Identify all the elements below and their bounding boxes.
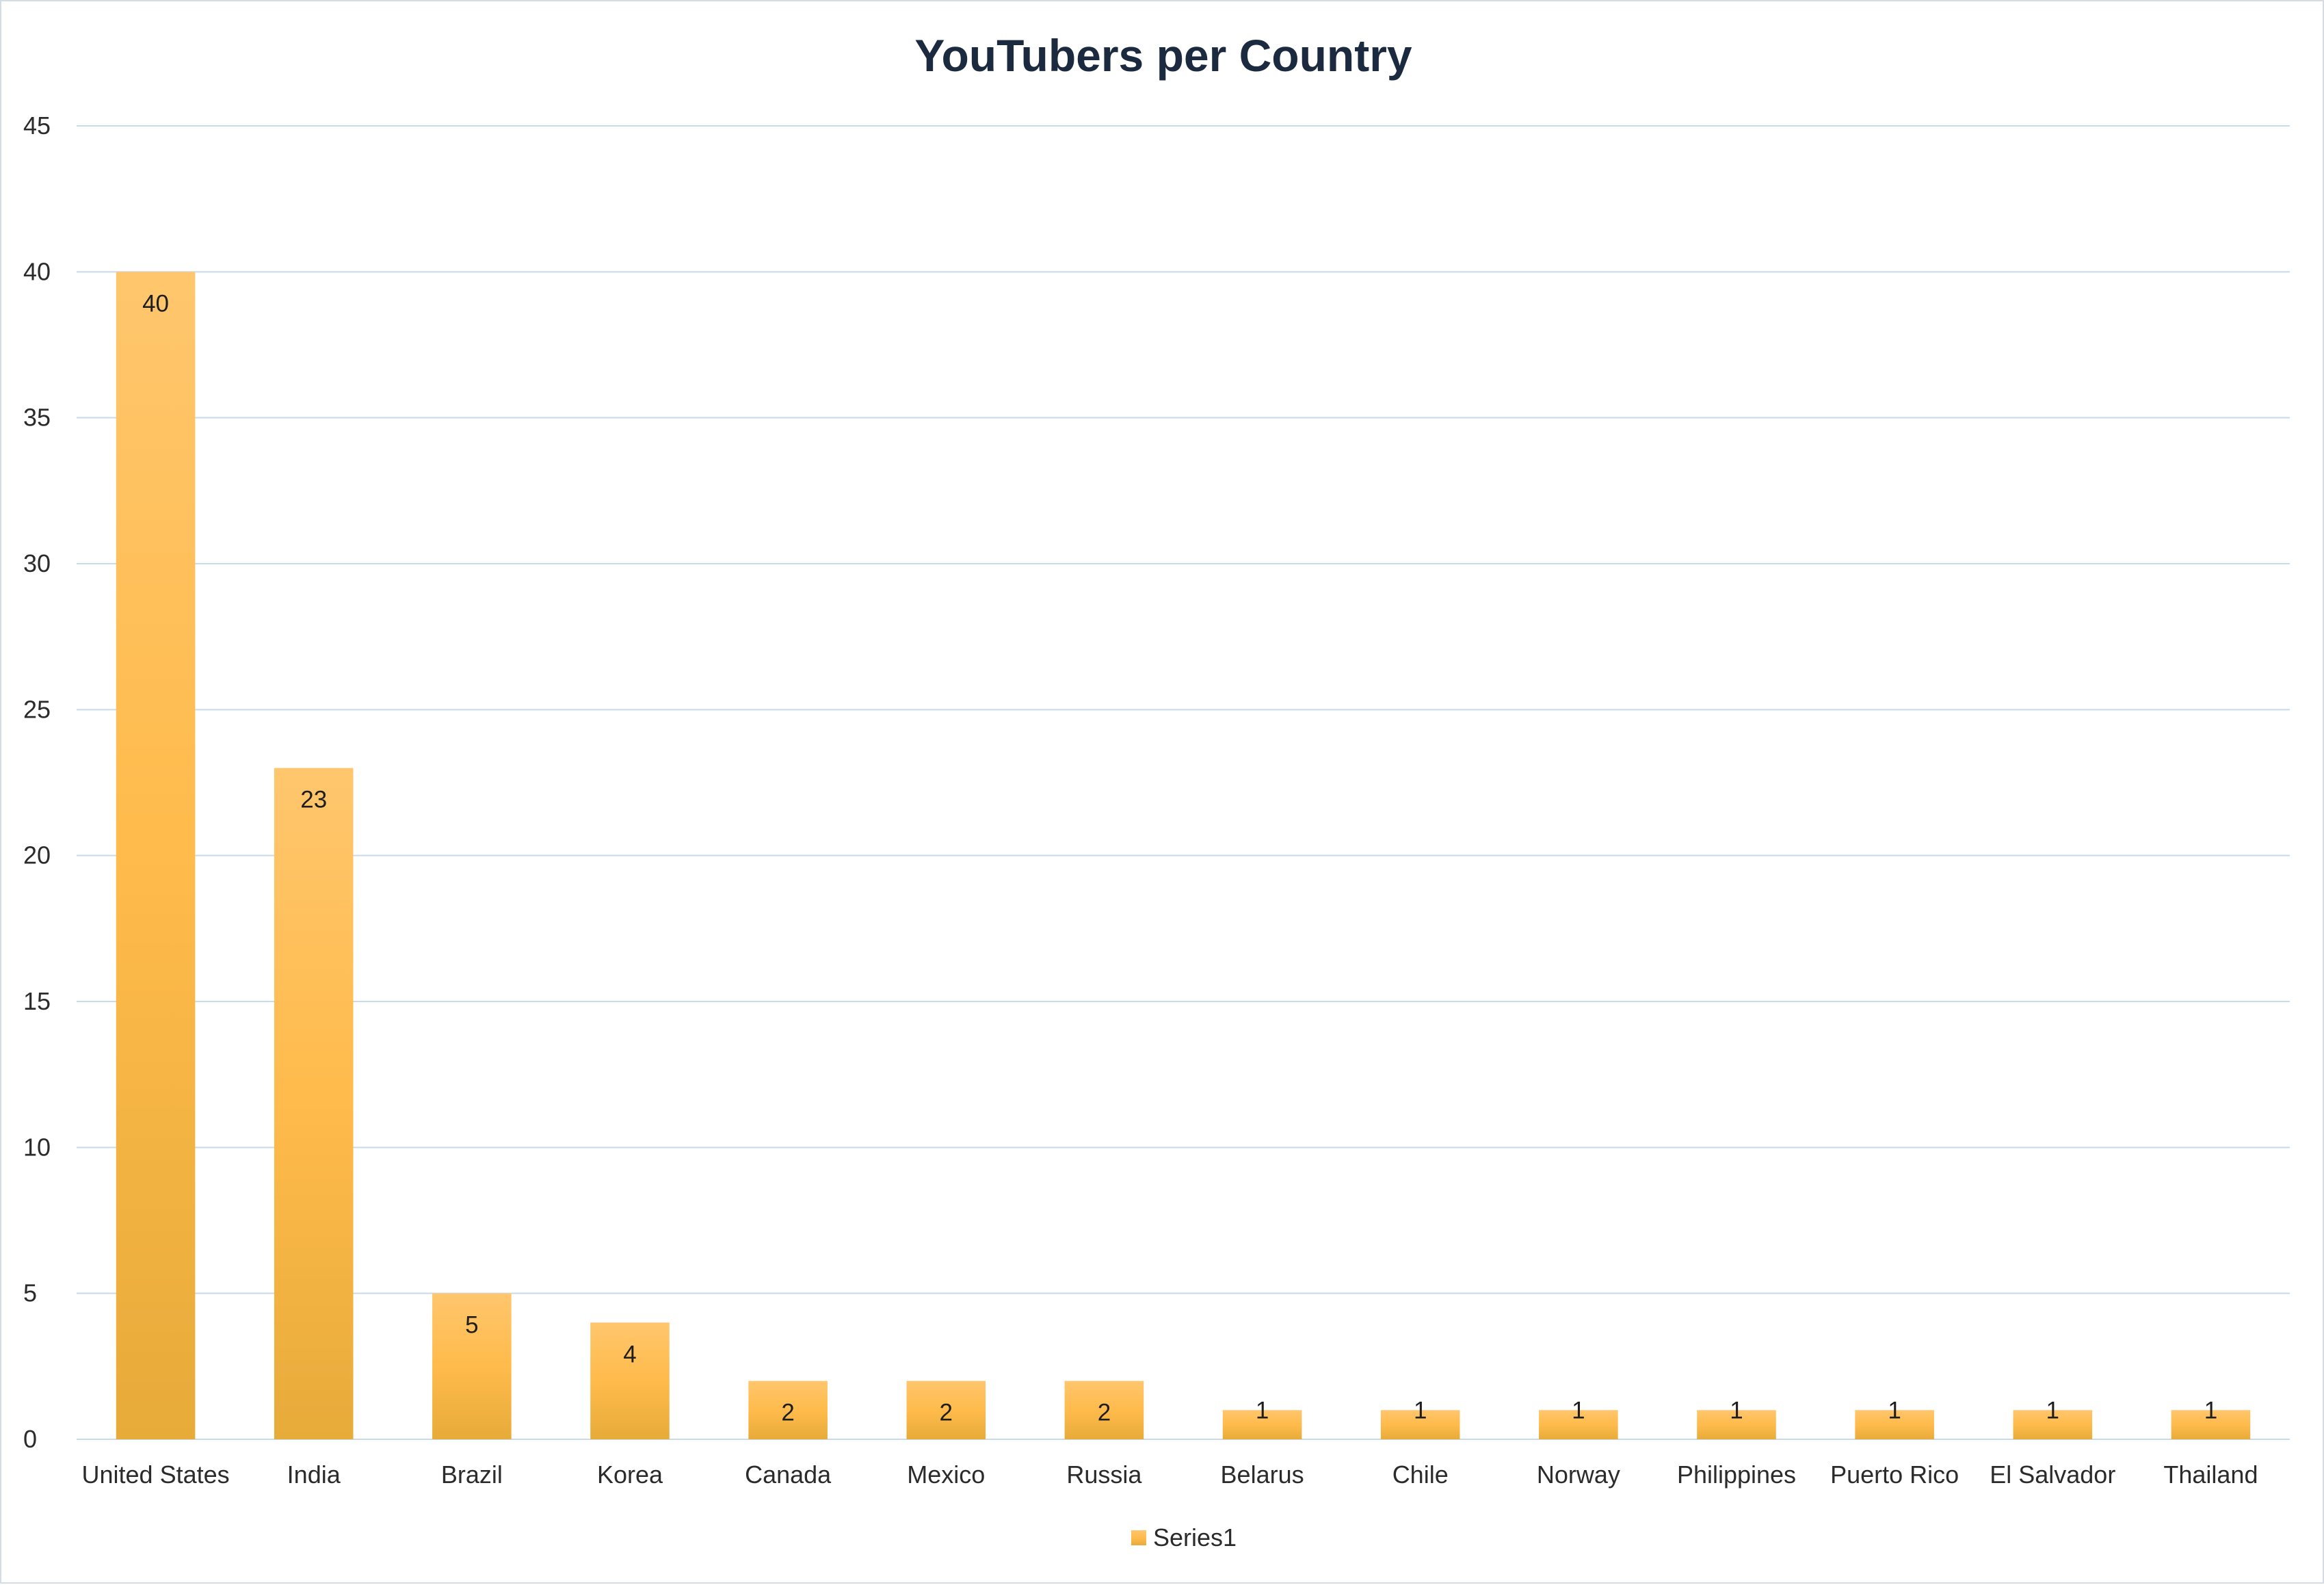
- y-tick-label: 10: [23, 1133, 51, 1161]
- bar: [432, 1293, 512, 1439]
- x-tick-label: Chile: [1392, 1460, 1449, 1489]
- bar: [1380, 1410, 1460, 1439]
- data-label: 1: [1256, 1397, 1269, 1424]
- bar: [748, 1380, 828, 1439]
- bars: [116, 272, 2251, 1439]
- x-tick-label: Korea: [597, 1460, 663, 1489]
- y-tick-label: 5: [23, 1279, 37, 1307]
- data-labels: 40 23 5 4 2 2 2 1 1 1 1 1 1 1: [142, 290, 2217, 1426]
- bar: [2013, 1410, 2093, 1439]
- data-label: 1: [2204, 1397, 2217, 1424]
- legend-swatch: [1131, 1530, 1146, 1545]
- x-tick-label: Belarus: [1221, 1460, 1304, 1489]
- data-label: 4: [623, 1341, 636, 1367]
- data-label: 23: [300, 787, 327, 813]
- x-tick-label: El Salvador: [1990, 1460, 2115, 1489]
- x-tick-label: Brazil: [441, 1460, 503, 1489]
- y-tick-label: 35: [23, 404, 51, 432]
- data-label: 2: [940, 1400, 953, 1426]
- bar: [1222, 1410, 1302, 1439]
- y-tick-label: 25: [23, 695, 51, 723]
- x-tick-label: India: [287, 1460, 341, 1489]
- bar: [1539, 1410, 1618, 1439]
- x-tick-label: Puerto Rico: [1830, 1460, 1959, 1489]
- y-tick-label: 30: [23, 549, 51, 577]
- y-tick-label: 45: [23, 112, 51, 140]
- legend-label: Series1: [1153, 1523, 1237, 1551]
- x-tick-label: Thailand: [2163, 1460, 2258, 1489]
- data-label: 2: [1098, 1400, 1111, 1426]
- x-tick-label: Russia: [1066, 1460, 1142, 1489]
- x-tick-label: Canada: [745, 1460, 832, 1489]
- data-label: 2: [781, 1400, 794, 1426]
- y-tick-label: 0: [23, 1425, 37, 1453]
- x-tick-label: Mexico: [907, 1460, 985, 1489]
- bar: [1064, 1380, 1144, 1439]
- bar: [274, 768, 354, 1439]
- data-label: 40: [142, 290, 169, 317]
- x-axis-categories: United States India Brazil Korea Canada Mexic…: [82, 1460, 2258, 1489]
- bar: [1855, 1410, 1934, 1439]
- bar: [906, 1380, 986, 1439]
- data-label: 1: [1414, 1397, 1427, 1424]
- data-label: 1: [1730, 1397, 1743, 1424]
- x-tick-label: Philippines: [1677, 1460, 1796, 1489]
- bar: [2171, 1410, 2251, 1439]
- y-tick-label: 40: [23, 257, 51, 285]
- data-label: 5: [465, 1312, 478, 1339]
- y-tick-label: 20: [23, 841, 51, 869]
- data-label: 1: [1572, 1397, 1585, 1424]
- bar: [1697, 1410, 1776, 1439]
- bar: [590, 1322, 670, 1439]
- legend: Series1: [1131, 1523, 1237, 1551]
- x-tick-label: Norway: [1537, 1460, 1620, 1489]
- y-tick-label: 15: [23, 987, 51, 1015]
- bar: [116, 272, 196, 1439]
- y-axis-ticks: 0 5 10 15 20 25 30 35 40 45: [23, 112, 51, 1453]
- gridlines: [77, 125, 2290, 1440]
- x-tick-label: United States: [82, 1460, 230, 1489]
- data-label: 1: [2046, 1397, 2059, 1424]
- data-label: 1: [1888, 1397, 1901, 1424]
- chart-title: YouTubers per Country: [914, 30, 1412, 81]
